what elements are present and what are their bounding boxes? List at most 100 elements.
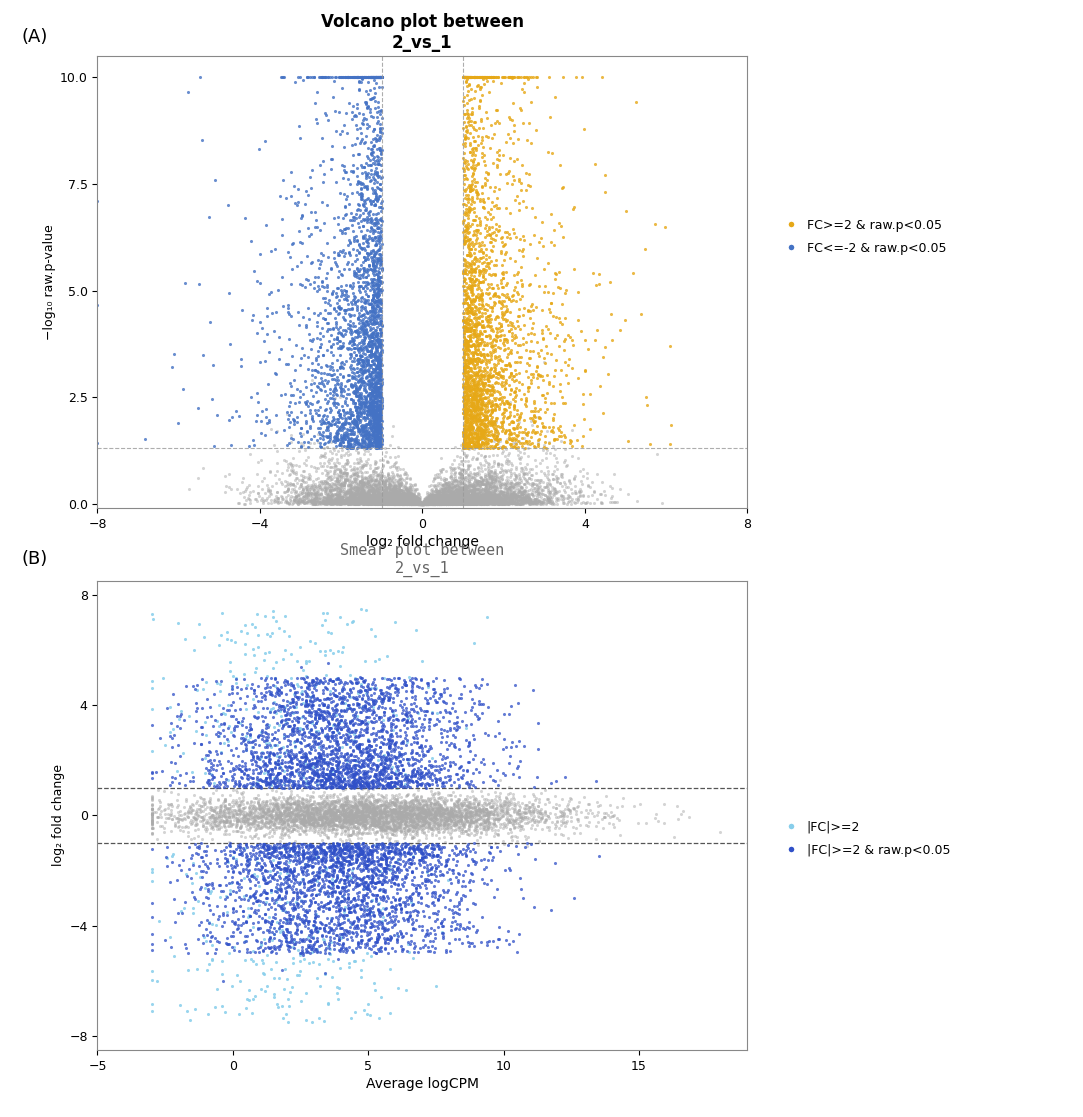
Point [323,726,340,744]
Point [378,855,395,872]
Point [399,494,416,512]
Point [329,851,347,869]
Point [193,914,210,932]
Point [459,490,477,508]
Point [446,476,464,494]
Point [332,891,350,909]
Point [297,684,314,701]
Point [373,371,390,389]
Point [402,489,419,507]
Point [295,805,312,823]
Point [481,798,498,815]
Point [285,476,302,494]
Point [405,485,422,503]
Point [446,493,464,510]
Point [462,715,480,733]
Point [467,804,484,822]
Point [404,801,421,819]
Point [375,495,392,513]
Point [511,495,529,513]
Point [259,765,276,783]
Point [417,853,434,871]
Point [343,211,361,229]
Point [386,841,403,859]
Point [373,435,390,452]
Point [360,852,377,870]
Point [478,394,495,412]
Point [316,834,334,852]
Point [363,813,380,831]
Point [280,771,298,789]
Point [274,779,291,796]
Point [448,487,466,505]
Point [181,707,198,725]
Point [416,809,433,827]
Point [222,817,239,834]
Point [409,489,427,507]
Point [363,411,380,429]
Point [461,407,479,424]
Point [353,800,370,818]
Point [401,494,418,512]
Point [474,428,492,446]
Point [354,875,371,892]
Point [354,364,371,382]
Point [342,811,360,829]
Point [455,395,472,413]
Point [440,494,457,512]
Point [377,481,394,499]
Point [344,418,362,436]
Point [329,817,347,834]
Point [282,376,299,394]
Point [397,904,415,922]
Point [421,490,439,508]
Point [479,934,496,952]
Point [449,495,467,513]
Point [428,495,445,513]
Point [445,451,462,469]
Point [387,494,404,512]
Point [227,822,245,840]
Point [314,844,331,862]
Point [391,495,408,513]
Point [369,486,387,504]
Point [334,879,351,897]
Point [400,836,417,853]
Point [302,688,319,706]
Point [353,690,370,708]
Point [468,68,485,86]
Point [466,303,483,321]
Point [490,493,507,510]
Point [459,494,477,512]
Point [493,417,510,435]
Point [371,188,389,206]
Point [279,867,297,885]
Point [455,357,472,375]
Point [471,494,488,512]
Point [471,68,488,86]
Point [458,246,475,264]
Point [290,819,308,837]
Point [379,484,396,502]
Point [383,494,401,512]
Point [238,941,256,958]
Point [471,361,488,379]
Point [329,494,347,512]
Point [466,437,483,455]
Point [460,254,478,271]
Point [363,328,380,346]
Point [321,899,338,917]
Point [425,820,442,838]
Point [259,814,276,832]
Point [432,914,449,932]
Point [445,494,462,512]
Point [310,899,327,917]
Point [371,484,389,502]
Point [273,474,290,491]
Point [514,486,532,504]
Point [365,242,382,260]
Point [298,717,315,735]
Point [283,260,300,278]
Point [418,795,435,813]
Point [378,495,395,513]
